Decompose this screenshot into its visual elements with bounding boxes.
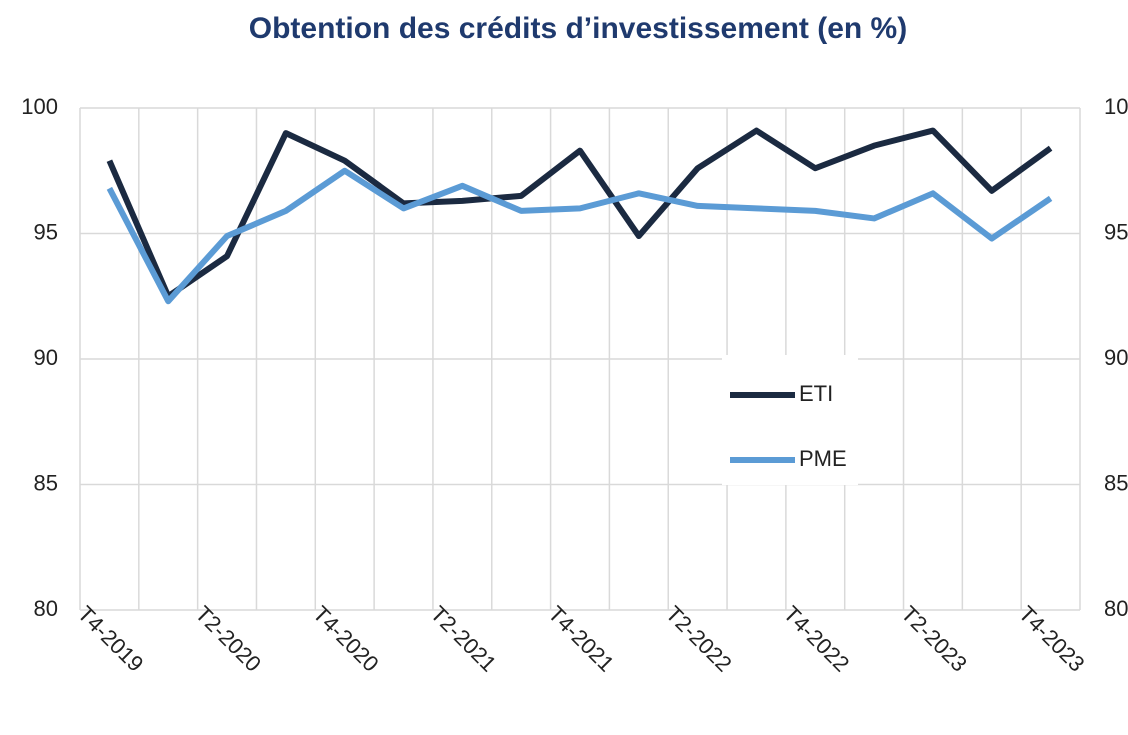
x-tick-label: T2-2020	[190, 601, 266, 677]
y-tick-label: 85	[34, 470, 58, 495]
y-tick-label: 95	[34, 219, 58, 244]
y-tick-label: 80	[34, 596, 58, 621]
y-tick-label: 90	[34, 345, 58, 370]
y2-tick-label: 80	[1104, 596, 1128, 621]
y2-tick-label: 85	[1104, 470, 1128, 495]
y2-tick-label: 100	[1104, 94, 1128, 119]
line-series	[106, 127, 1053, 300]
legend-box	[722, 355, 858, 485]
x-tick-label: T2-2022	[661, 601, 737, 677]
y2-tick-label: 90	[1104, 345, 1128, 370]
y-tick-label: 100	[21, 94, 58, 119]
y2-tick-label: 95	[1104, 219, 1128, 244]
x-tick-label: T4-2023	[1014, 601, 1090, 677]
x-tick-label: T4-2020	[308, 601, 384, 677]
x-tick-label: T4-2021	[543, 601, 619, 677]
x-tick-label: T4-2019	[73, 601, 149, 677]
x-tick-label: T4-2022	[779, 601, 855, 677]
line-series	[106, 167, 1053, 305]
x-tick-label: T2-2023	[896, 601, 972, 677]
chart-title: Obtention des crédits d’investissement (…	[249, 12, 907, 45]
legend-label: ETI	[799, 381, 833, 406]
legend-label: PME	[799, 446, 847, 471]
x-tick-label: T2-2021	[426, 601, 502, 677]
